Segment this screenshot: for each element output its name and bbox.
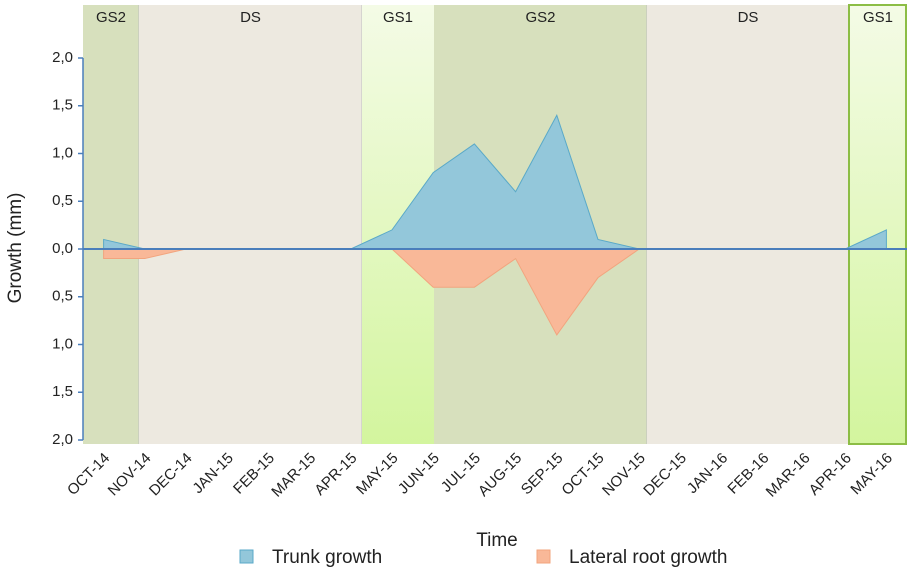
x-tick-label: APR-16: [806, 450, 855, 499]
y-tick-label: 1,0: [52, 144, 73, 161]
legend-label: Trunk growth: [272, 547, 382, 568]
x-axis-title: Time: [476, 530, 518, 551]
season-band: [848, 4, 907, 445]
x-tick-label: JUN-15: [395, 450, 443, 498]
x-tick-label: SEP-15: [518, 450, 567, 499]
y-tick-label: 1,0: [52, 335, 73, 352]
x-tick-label: JAN-15: [189, 450, 236, 497]
x-tick-label: AUG-15: [475, 450, 525, 500]
legend-label: Lateral root growth: [569, 547, 727, 568]
x-tick-label: DEC-14: [146, 450, 196, 500]
x-tick-label: MAY-16: [847, 450, 896, 499]
y-tick-label: 1,5: [52, 383, 73, 400]
x-tick-label: MAR-16: [763, 450, 814, 501]
legend-swatch: [239, 549, 254, 564]
season-label: GS2: [96, 9, 126, 26]
y-tick-label: 2,0: [52, 431, 73, 448]
season-label: GS1: [383, 9, 413, 26]
season-band: [647, 5, 849, 444]
legend-swatch: [536, 549, 551, 564]
x-tick-label: NOV-14: [105, 450, 155, 500]
x-tick-label: APR-15: [311, 450, 360, 499]
y-axis-title: Growth (mm): [5, 193, 26, 304]
x-tick-label: NOV-15: [599, 450, 649, 500]
y-tick-label: 0,5: [52, 288, 73, 305]
x-tick-label: DEC-15: [640, 450, 690, 500]
season-band: [83, 5, 139, 444]
y-tick-label: 2,0: [52, 49, 73, 66]
x-tick-label: MAY-15: [353, 450, 402, 499]
y-tick-label: 0,0: [52, 240, 73, 257]
x-tick-label: MAR-15: [268, 450, 319, 501]
season-label: DS: [738, 9, 759, 26]
season-label: DS: [240, 9, 261, 26]
y-tick-label: 0,5: [52, 192, 73, 209]
x-tick-label: OCT-15: [558, 450, 607, 499]
x-tick-label: OCT-14: [64, 450, 113, 499]
season-label: GS2: [525, 9, 555, 26]
season-label: GS1: [863, 9, 893, 26]
y-tick-label: 1,5: [52, 97, 73, 114]
season-band: [139, 5, 362, 444]
x-tick-label: JAN-16: [684, 450, 731, 497]
